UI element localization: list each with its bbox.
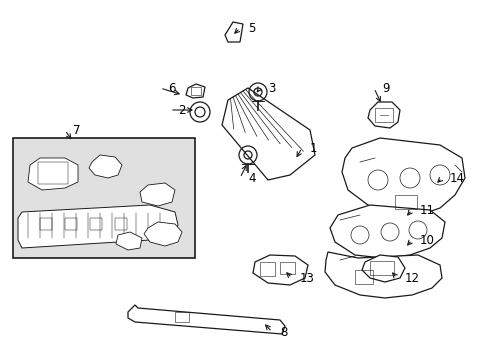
Bar [354, 270, 372, 284]
Text: 1: 1 [309, 141, 317, 154]
Text: 3: 3 [267, 81, 275, 94]
Polygon shape [222, 88, 314, 180]
Polygon shape [128, 305, 285, 334]
Text: 2: 2 [178, 104, 185, 117]
Bar [13, 138, 195, 258]
Bar [115, 218, 127, 230]
Bar [374, 108, 392, 122]
Polygon shape [367, 102, 399, 128]
Bar [191, 87, 201, 95]
Text: 10: 10 [419, 234, 434, 247]
Text: 12: 12 [404, 271, 419, 284]
Text: 9: 9 [381, 81, 389, 94]
Bar [369, 261, 393, 275]
Polygon shape [28, 158, 78, 190]
Polygon shape [325, 252, 441, 298]
Bar [65, 218, 77, 230]
Bar [260, 262, 274, 276]
Polygon shape [224, 22, 243, 42]
Polygon shape [185, 84, 204, 98]
Bar [175, 312, 189, 322]
Polygon shape [341, 138, 464, 215]
Polygon shape [329, 205, 444, 258]
Text: 4: 4 [247, 171, 255, 184]
Bar [394, 195, 416, 209]
Text: 6: 6 [168, 81, 175, 94]
Polygon shape [252, 255, 307, 285]
Bar [38, 162, 68, 184]
Bar [280, 262, 294, 274]
Text: 13: 13 [299, 271, 314, 284]
Polygon shape [89, 155, 122, 178]
Text: 11: 11 [419, 203, 434, 216]
Text: 5: 5 [247, 22, 255, 35]
Bar [90, 218, 102, 230]
Polygon shape [143, 222, 182, 246]
Polygon shape [116, 232, 142, 250]
Bar [40, 218, 52, 230]
Text: 7: 7 [73, 123, 81, 136]
Polygon shape [361, 255, 404, 282]
Polygon shape [140, 183, 175, 206]
Polygon shape [18, 205, 178, 248]
Text: 8: 8 [280, 325, 287, 338]
Text: 14: 14 [449, 171, 464, 184]
